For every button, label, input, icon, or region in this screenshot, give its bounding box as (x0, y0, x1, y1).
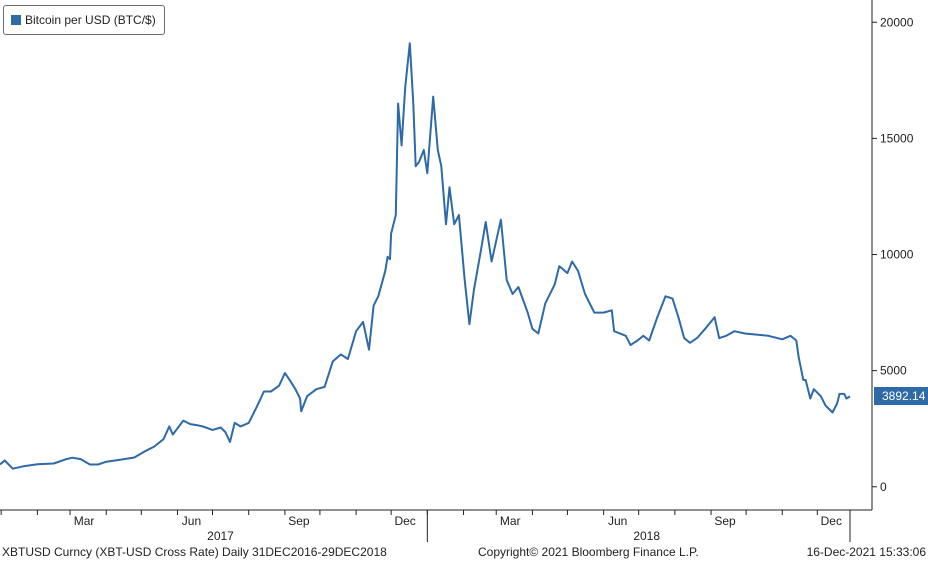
year-label: 2018 (633, 529, 660, 543)
footer-security-info: XBTUSD Curncy (XBT-USD Cross Rate) Daily… (2, 545, 387, 559)
y-tick-label: 5000 (880, 364, 907, 378)
last-price-badge: 3892.14 (874, 387, 928, 406)
x-tick-label: Mar (500, 514, 521, 528)
footer-timestamp: 16-Dec-2021 15:33:06 (806, 545, 926, 559)
legend-swatch (11, 15, 21, 25)
y-tick-label: 10000 (880, 248, 914, 262)
legend-label: Bitcoin per USD (BTC/$) (25, 13, 156, 27)
x-tick-label: Jun (182, 514, 201, 528)
footer: XBTUSD Curncy (XBT-USD Cross Rate) Daily… (0, 545, 928, 562)
year-label: 2017 (207, 529, 234, 543)
x-tick-label: Sep (714, 514, 736, 528)
chart-area: 0 5000 10000 15000 20000 Mar Jun Sep Dec Mar Jun Se… (0, 0, 914, 543)
x-tick-label: Mar (74, 514, 95, 528)
x-tick-label: Jun (608, 514, 627, 528)
last-price-value: 3892.14 (882, 389, 926, 404)
legend: Bitcoin per USD (BTC/$) (3, 5, 165, 35)
x-tick-label: Dec (394, 514, 415, 528)
footer-copyright: Copyright© 2021 Bloomberg Finance L.P. (478, 545, 699, 559)
series-line-bitcoin (0, 42, 851, 470)
y-tick-label: 0 (880, 480, 887, 494)
y-tick-label: 15000 (880, 131, 914, 145)
y-tick-label: 20000 (880, 15, 914, 29)
x-tick-label: Sep (288, 514, 310, 528)
x-tick-label: Dec (821, 514, 842, 528)
